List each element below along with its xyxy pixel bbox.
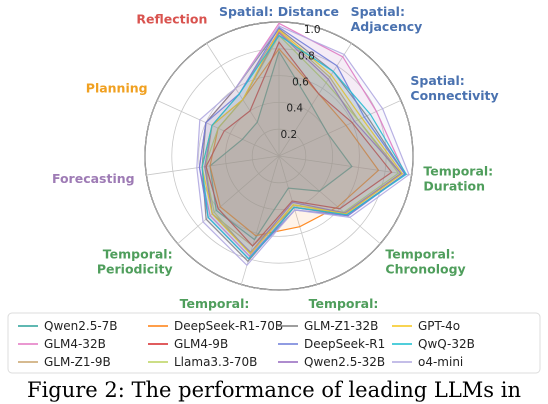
radar-spoke xyxy=(146,155,280,176)
axis-label: Forecasting xyxy=(52,171,135,186)
radial-tick-label: 0.2 xyxy=(280,129,297,141)
legend-entry: GLM4-9B xyxy=(174,337,228,351)
legend-entry: QwQ-32B xyxy=(418,337,475,351)
radial-tick-label: 0.6 xyxy=(292,77,309,89)
axis-label-line: Spatial: xyxy=(351,4,405,19)
legend-entry: GLM-Z1-9B xyxy=(44,355,111,369)
radar-spoke xyxy=(278,155,381,245)
axis-label-line: Spatial: xyxy=(410,73,464,88)
radar-spoke xyxy=(177,155,280,245)
legend-entry: DeepSeek-R1 xyxy=(304,337,385,351)
axis-label-line: Temporal: xyxy=(385,247,455,262)
series-polygon-gpt-4o xyxy=(201,29,404,255)
axis-label-line: Chronology xyxy=(385,262,465,277)
axis-label-line: Temporal: xyxy=(423,164,493,179)
legend-entry: GLM-Z1-32B xyxy=(304,319,378,333)
axis-label-line: Temporal: xyxy=(309,296,379,311)
axis-label-line: Connectivity xyxy=(410,88,498,103)
axis-label-line: Forecasting xyxy=(52,171,135,186)
radar-spoke xyxy=(278,155,412,176)
radar-series xyxy=(196,22,410,267)
axis-label-line: Spatial: Distance xyxy=(219,4,339,19)
radial-tick-label: 0.4 xyxy=(286,103,303,115)
series-polygon-o4-mini xyxy=(196,25,410,267)
legend-entry: Qwen2.5-32B xyxy=(304,355,385,369)
axis-label-line: Duration xyxy=(423,179,485,194)
axis-label-line: Adjacency xyxy=(351,19,423,34)
series-polygon-glm4-9b xyxy=(205,40,393,247)
axis-label: Spatial: Distance xyxy=(219,4,339,19)
axis-label-line: Temporal: xyxy=(103,247,173,262)
radar-spoke xyxy=(278,155,318,285)
axis-label: Temporal: Periodicity xyxy=(97,247,173,277)
radar-spoke xyxy=(278,43,352,157)
radar-spoke xyxy=(278,99,402,157)
axis-label: Reflection xyxy=(136,12,207,27)
series-polygon-qwq-32b xyxy=(201,34,408,260)
legend-entry: GLM4-32B xyxy=(44,337,106,351)
legend-entry: GPT-4o xyxy=(418,319,460,333)
axis-labels: Spatial: Distance Spatial: AdjacencySpatia… xyxy=(52,4,499,326)
axis-label-line: Planning xyxy=(86,81,148,96)
axis-label-line: Temporal: xyxy=(180,296,250,311)
axis-label: Temporal: Chronology xyxy=(385,247,465,277)
radial-tick-label: 1.0 xyxy=(304,24,321,36)
radar-spoke xyxy=(240,155,280,285)
radial-tick-label: 0.8 xyxy=(298,50,315,62)
legend-entry: o4-mini xyxy=(418,355,463,369)
legend-frame xyxy=(7,312,541,374)
axis-label: Planning xyxy=(86,81,148,96)
axis-label: Spatial: Connectivity xyxy=(410,73,498,103)
radial-tick-labels: 0.2 0.4 0.6 0.8 1.0 xyxy=(280,24,320,141)
legend: Qwen2.5-7B GLM4-32B GLM-Z1-9B DeepSeek-R1-7… xyxy=(7,312,541,374)
figure-caption: Figure 2: The performance of leading LLM… xyxy=(27,378,521,402)
axis-label-line: Reflection xyxy=(136,12,207,27)
axis-label: Temporal: Duration xyxy=(423,164,493,194)
legend-entry: DeepSeek-R1-70B xyxy=(174,319,283,333)
legend-entry: Qwen2.5-7B xyxy=(44,319,118,333)
series-polygon-qwen2-5-7b xyxy=(209,50,353,241)
legend-entry: Llama3.3-70B xyxy=(174,355,257,369)
axis-label: Spatial: Adjacency xyxy=(351,4,423,34)
axis-label-line: Periodicity xyxy=(97,262,173,277)
